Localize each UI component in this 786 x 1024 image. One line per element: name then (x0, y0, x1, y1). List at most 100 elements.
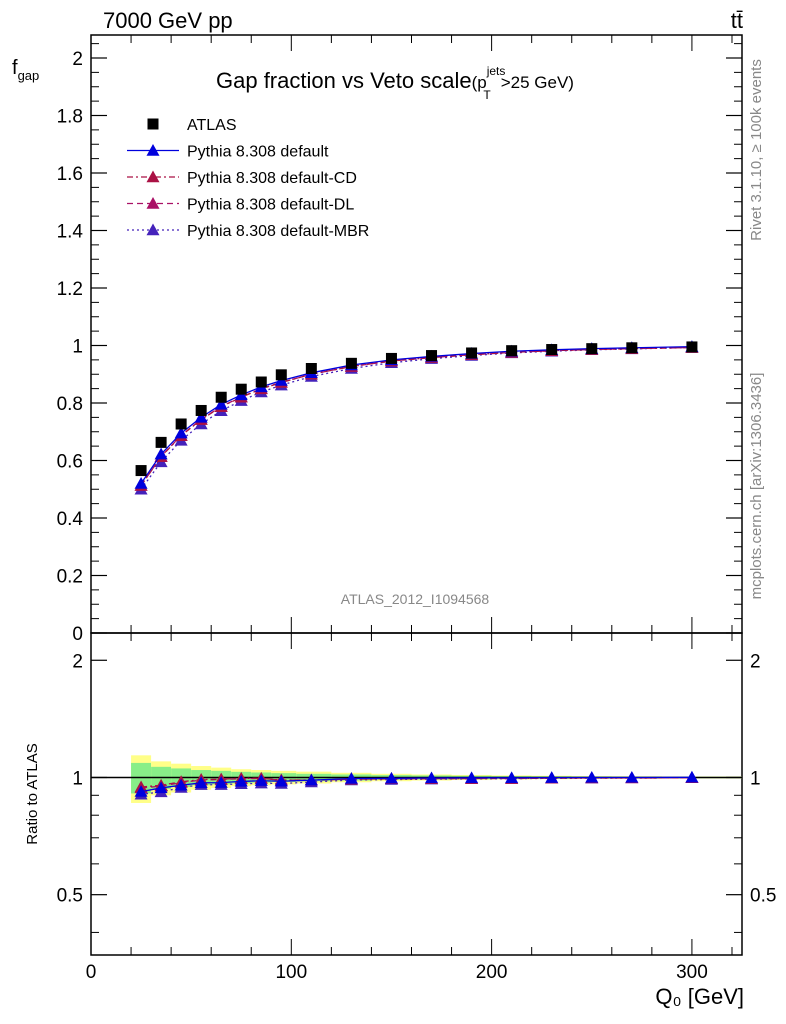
ratio-plot-frame (90, 632, 743, 956)
atlas-data-marker (345, 357, 357, 369)
ratio-series-marker (304, 773, 318, 786)
legend: ATLAS Pythia 8.308 default Pythia 8.308 de… (127, 117, 369, 240)
ratio-ticks (90, 633, 742, 955)
ratio-y-tick-label: 1 (72, 768, 83, 789)
atlas-data-marker (255, 376, 267, 388)
main-y-tick-label: 1.8 (57, 107, 83, 128)
main-series-line (140, 346, 692, 490)
main-y-tick-label: 0.4 (57, 509, 84, 530)
ratio-y-tick-label-right: 0.5 (750, 886, 776, 907)
chart-title-suffix-base: (p (472, 73, 487, 92)
legend-triangle-marker (146, 144, 160, 156)
ratio-series-marker (384, 771, 398, 784)
main-y-label: fgap (12, 57, 39, 83)
ratio-series-marker (505, 771, 519, 784)
main-y-tick-label: 1 (72, 337, 83, 358)
ratio-series (134, 770, 699, 800)
main-y-tick-label: 0.6 (57, 452, 83, 473)
chart-title-suffix-sub: T (483, 88, 491, 102)
main-series-line (140, 346, 692, 486)
header-left: 7000 GeV pp (103, 8, 233, 33)
main-series-marker (214, 397, 228, 410)
main-y-label-sub: gap (18, 68, 40, 83)
ratio-series-marker (585, 770, 599, 783)
main-y-tick-label: 1.2 (57, 279, 83, 300)
ratio-series-marker (274, 774, 288, 787)
legend-triangle-marker (146, 197, 160, 209)
legend-entry: Pythia 8.308 default-CD (127, 170, 357, 187)
main-series-marker (194, 410, 208, 423)
ratio-series-marker (465, 771, 479, 784)
ratio-series-marker (425, 771, 439, 784)
x-tick-label: 100 (275, 962, 307, 983)
main-y-label-base: f (12, 57, 18, 79)
atlas-data-marker (175, 418, 187, 430)
atlas-data-marker (305, 363, 317, 374)
atlas-data-marker (506, 345, 518, 357)
atlas-data-marker (586, 343, 598, 355)
atlas-data-marker (686, 341, 698, 353)
chart-title-suffix-sup: jets (486, 64, 506, 78)
main-series-line (140, 346, 692, 486)
legend-label: Pythia 8.308 default (187, 144, 329, 161)
legend-entry: Pythia 8.308 default-MBR (127, 223, 369, 240)
legend-label: Pythia 8.308 default-DL (187, 197, 354, 214)
ratio-series-marker (344, 771, 358, 784)
ratio-series-marker (545, 771, 559, 783)
legend-label: Pythia 8.308 default-MBR (187, 223, 369, 240)
legend-entry: ATLAS (147, 117, 237, 134)
ratio-y-tick-label: 2 (72, 651, 83, 672)
legend-label: Pythia 8.308 default-CD (187, 170, 357, 187)
mcplots-label: mcplots.cern.ch [arXiv:1306.3436] (748, 373, 765, 600)
atlas-data-marker (546, 344, 558, 356)
main-series-marker (134, 477, 148, 489)
main-tick-labels: 0 0.2 0.4 0.6 0.8 1 1.2 1.4 1.6 1.8 2 (57, 49, 84, 645)
ratio-y-tick-label-right: 2 (750, 651, 761, 672)
main-series-marker (154, 447, 168, 460)
atlas-data-marker (155, 436, 167, 448)
ratio-series-marker (234, 774, 248, 787)
atlas-data-marker (626, 342, 638, 354)
legend-triangle-marker (146, 170, 160, 183)
ratio-y-label: Ratio to ATLAS (24, 743, 41, 844)
atlas-data-marker (466, 347, 478, 359)
ratio-series-marker (685, 770, 699, 783)
ratio-series-marker (254, 774, 268, 786)
chart-title-main: Gap fraction vs Veto scale (216, 68, 472, 93)
ratio-series-marker (194, 776, 208, 789)
x-tick-label: 300 (676, 962, 708, 983)
analysis-watermark: ATLAS_2012_I1094568 (341, 591, 490, 607)
atlas-data-marker (385, 352, 397, 364)
main-series-marker (174, 426, 188, 439)
ratio-series-marker (134, 785, 148, 797)
atlas-data-marker (235, 383, 247, 395)
atlas-data-marker (215, 391, 227, 403)
main-y-tick-label: 1.4 (57, 222, 84, 243)
legend-entry: Pythia 8.308 default (127, 144, 329, 161)
ratio-y-tick-label-right: 1 (750, 768, 761, 789)
main-y-tick-label: 0.2 (57, 567, 83, 588)
legend-label: ATLAS (187, 117, 237, 134)
main-panel: fgap Gap fraction vs Veto scale(pjets T >2… (12, 34, 743, 645)
ratio-series-line (140, 777, 692, 796)
atlas-data-marker (135, 465, 147, 477)
atlas-data-marker (275, 369, 287, 381)
ratio-series-marker (154, 781, 168, 794)
main-y-tick-label: 0.8 (57, 394, 83, 415)
main-series (134, 340, 699, 495)
atlas-data-marker (195, 404, 207, 416)
x-axis-label: Q₀ [GeV] (655, 984, 744, 1009)
header-right: tt̄ (731, 8, 743, 33)
legend-entry: Pythia 8.308 default-DL (127, 197, 354, 214)
ratio-series-marker (174, 778, 188, 791)
x-tick-label: 200 (476, 962, 508, 983)
atlas-data-marker (426, 350, 438, 362)
legend-square-marker (147, 118, 159, 130)
main-y-tick-label: 0 (72, 624, 83, 645)
ratio-series-marker (214, 776, 228, 788)
ratio-series-marker (625, 770, 639, 783)
rivet-version-label: Rivet 3.1.10, ≥ 100k events (748, 59, 765, 241)
ratio-y-tick-label: 0.5 (57, 886, 83, 907)
ratio-tick-labels: 0 100 200 300 0.5 0.5 1 1 2 2 (57, 651, 777, 983)
